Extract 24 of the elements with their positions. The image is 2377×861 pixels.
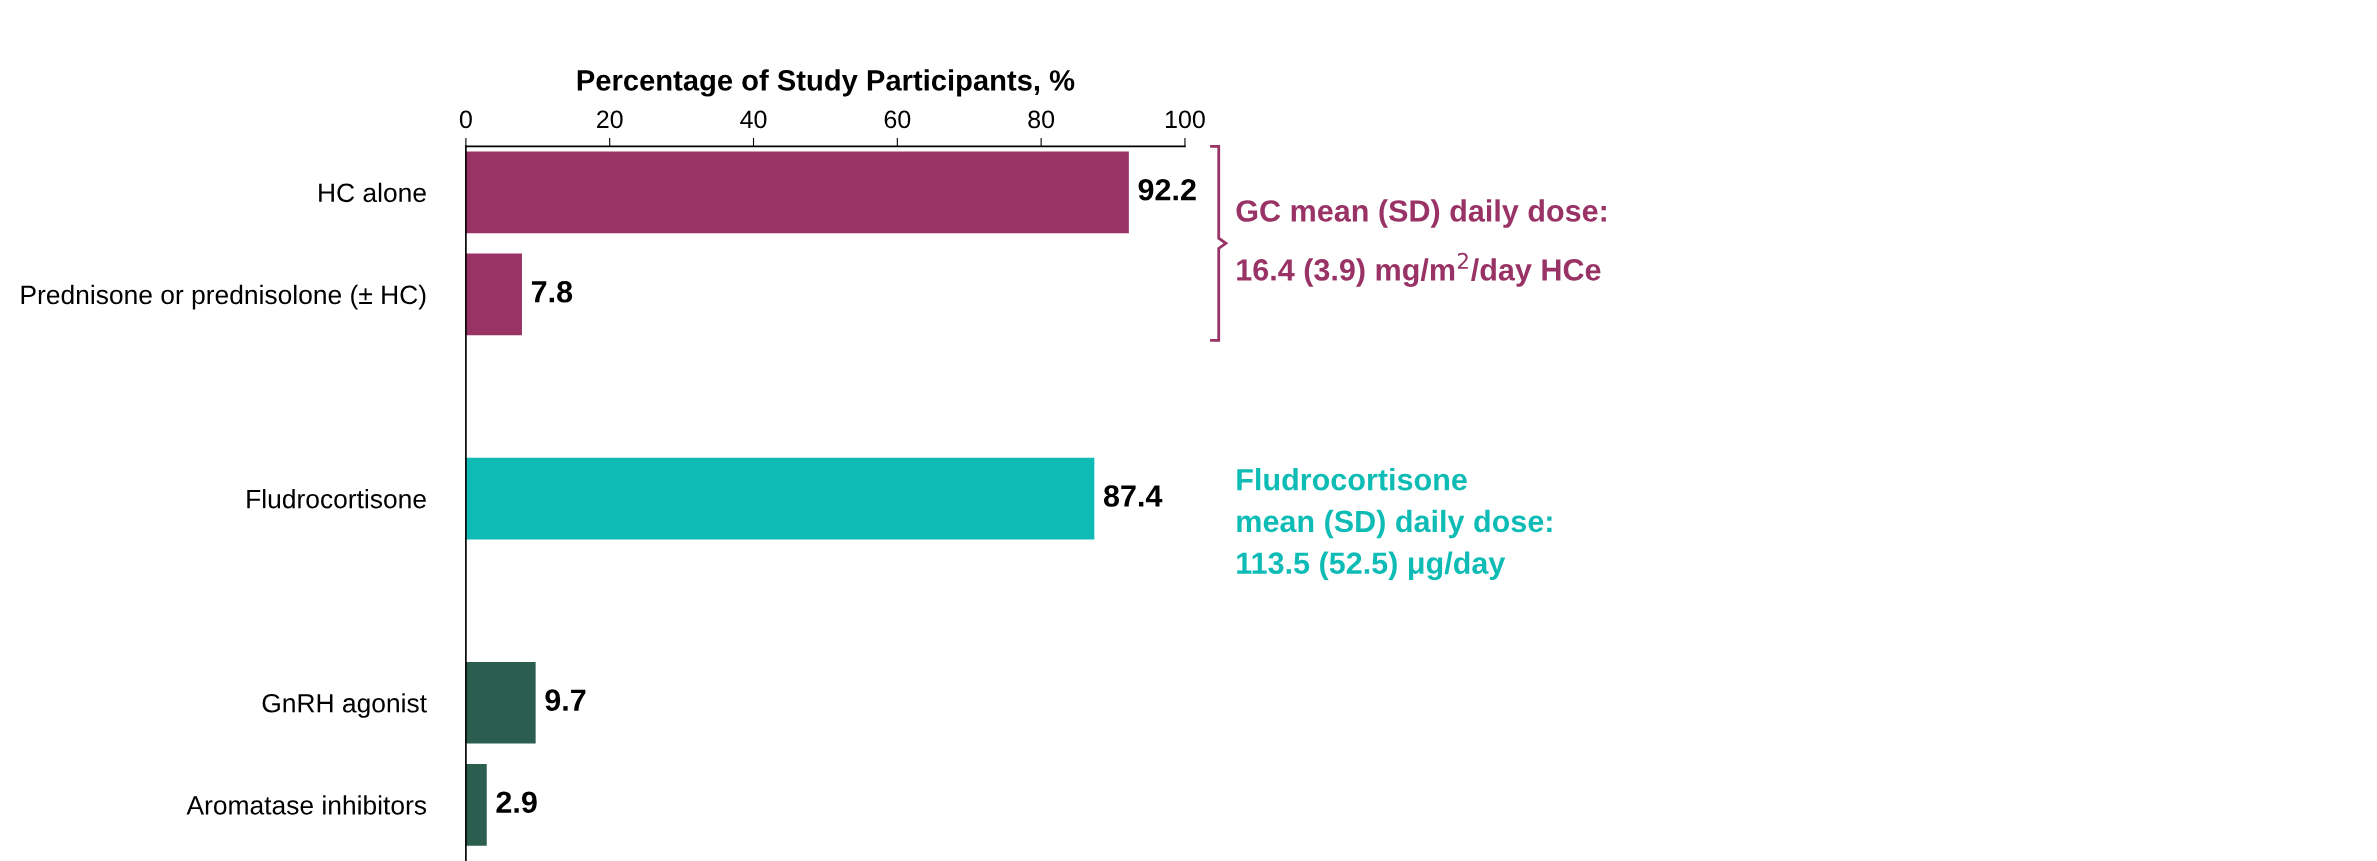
bar <box>465 764 487 846</box>
bar <box>465 457 1095 540</box>
text: Fludrocortisone mean (SD) daily dose: 113.5 (52.5) μg/day <box>1237 468 1552 581</box>
data-label: 87.4 <box>1103 485 1163 507</box>
y-tick-label: Aromatase inhibitors <box>186 795 427 815</box>
y-tick-label: Fludrocortisone <box>247 489 426 509</box>
text: GC mean (SD) daily dose: 16.4 (3.9) mg/m$^{2}$/day HCe <box>1236 199 1606 287</box>
y-tick-label: GnRH agonist <box>262 693 427 718</box>
data-label: 7.8 <box>531 280 573 303</box>
data-label: 2.9 <box>496 791 537 814</box>
x-tick-label: 80 <box>1028 110 1055 129</box>
bar <box>465 661 536 744</box>
y-tick-label: Prednisone or prednisolone (± HC) <box>21 284 426 310</box>
y-tick-label: HC alone <box>319 182 426 203</box>
data-label: 92.2 <box>1138 178 1196 201</box>
x-tick-label: 100 <box>1165 110 1205 129</box>
x-tick-label: 60 <box>884 110 911 129</box>
x-tick-label: 0 <box>459 110 472 129</box>
x-tick-label: 40 <box>740 110 767 129</box>
bar <box>465 253 522 336</box>
x-tick-label: 20 <box>597 110 623 129</box>
x-axis-title: Percentage of Study Participants, % <box>577 69 1075 97</box>
data-label: 9.7 <box>545 689 586 711</box>
bar <box>465 151 1129 234</box>
